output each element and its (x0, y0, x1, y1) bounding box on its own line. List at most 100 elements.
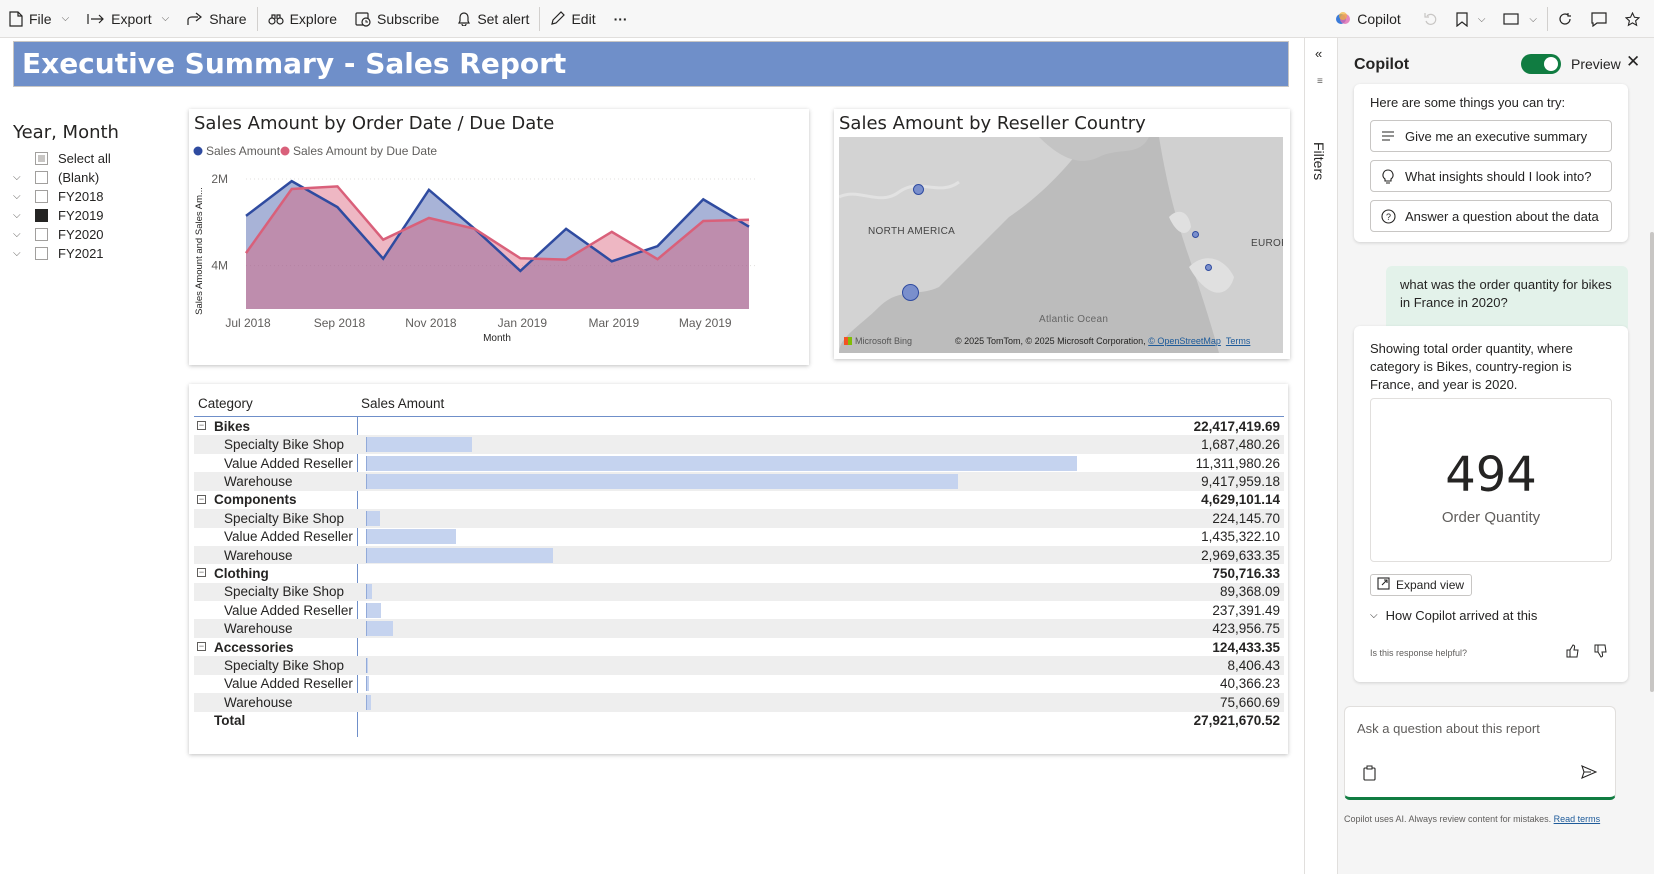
send-icon[interactable] (1581, 765, 1598, 784)
sales-matrix[interactable]: Category Sales Amount − Bikes 22,417,419.6… (189, 384, 1288, 754)
category-row[interactable]: − Clothing 750,716.33 (194, 564, 1284, 583)
slicer-item[interactable]: ⌵ (Blank) (13, 168, 183, 187)
table-row[interactable]: Warehouse 2,969,633.35 (194, 545, 1284, 565)
collapse-icon[interactable]: − (197, 493, 206, 504)
report-title: Executive Summary - Sales Report (22, 47, 567, 80)
view-menu[interactable]: ⌵ (1494, 0, 1546, 38)
table-row[interactable]: Warehouse 9,417,959.18 (194, 472, 1284, 491)
explore-button[interactable]: Explore (259, 0, 346, 38)
thumbs-up-icon[interactable] (1566, 644, 1580, 663)
table-row[interactable]: Value Added Reseller 11,311,980.26 (194, 454, 1284, 473)
slicer-item[interactable]: ⌵ FY2021 (13, 244, 183, 263)
share-button[interactable]: Share (178, 0, 255, 38)
file-menu[interactable]: File ⌵ (0, 0, 78, 38)
slicer-item-label: FY2020 (58, 227, 104, 242)
column-header-category[interactable]: Category (198, 396, 253, 411)
how-copilot-arrived-toggle[interactable]: ⌵ How Copilot arrived at this (1370, 608, 1538, 623)
favorite-button[interactable] (1616, 0, 1654, 38)
preview-toggle[interactable] (1521, 54, 1561, 74)
table-row[interactable]: Value Added Reseller 1,435,322.10 (194, 527, 1284, 546)
suggestion-insights[interactable]: What insights should I look into? (1370, 160, 1612, 192)
category-row[interactable]: − Accessories 124,433.35 (194, 638, 1284, 657)
table-row[interactable]: Value Added Reseller 237,391.49 (194, 601, 1284, 620)
area-chart-visual[interactable]: Sales Amount by Order Date / Due Date Sa… (189, 109, 809, 365)
legend-label: Sales Amount (206, 144, 281, 158)
toolbar-divider (539, 6, 541, 31)
subscribe-button[interactable]: Subscribe (346, 0, 448, 38)
data-bar (366, 602, 381, 618)
row-label: Specialty Bike Shop (224, 657, 345, 673)
comment-button[interactable] (1582, 0, 1616, 38)
set-alert-button[interactable]: Set alert (448, 0, 538, 38)
export-menu[interactable]: Export ⌵ (78, 0, 178, 38)
table-row[interactable]: Specialty Bike Shop 1,687,480.26 (194, 435, 1284, 454)
chevron-down-icon[interactable]: ⌵ (13, 229, 21, 240)
map-bubble-france[interactable] (1205, 264, 1212, 271)
column-header-sales-amount[interactable]: Sales Amount (361, 396, 445, 411)
map-visual[interactable]: Sales Amount by Reseller Country NORTH A… (834, 109, 1290, 359)
table-row[interactable]: Specialty Bike Shop 89,368.09 (194, 582, 1284, 602)
slicer-checkbox[interactable] (35, 152, 48, 165)
legend-label: Sales Amount by Due Date (293, 144, 437, 158)
row-label: Bikes (214, 418, 251, 434)
area-chart: Sales Amount Sales Amount by Due Date 4M 2M… (193, 144, 755, 344)
comment-icon (1591, 11, 1607, 27)
slicer-checkbox[interactable] (35, 171, 48, 184)
expand-view-button[interactable]: Expand view (1370, 574, 1472, 596)
category-row[interactable]: − Components 4,629,101.14 (194, 491, 1284, 510)
chevron-down-icon[interactable]: ⌵ (13, 248, 21, 259)
user-message: what was the order quantity for bikes in… (1386, 266, 1628, 332)
table-row[interactable]: Warehouse 75,660.69 (194, 693, 1284, 712)
filters-pane[interactable]: « ≡ Filters (1304, 38, 1338, 874)
slicer-checkbox[interactable] (35, 228, 48, 241)
export-icon (87, 13, 105, 25)
osm-link[interactable]: © OpenStreetMap (1148, 336, 1221, 346)
undo-button[interactable] (1415, 0, 1447, 38)
ask-question-input[interactable] (1357, 721, 1597, 736)
slicer-item[interactable]: ⌵ FY2019 (13, 206, 183, 225)
slicer-checkbox[interactable] (35, 190, 48, 203)
table-row[interactable]: Value Added Reseller 40,366.23 (194, 675, 1284, 694)
filter-icon: ≡ (1317, 76, 1323, 87)
slicer-item[interactable]: ⌵ FY2020 (13, 225, 183, 244)
row-label: Value Added Reseller (224, 602, 353, 618)
close-icon[interactable]: ✕ (1626, 52, 1641, 71)
view-icon (1503, 13, 1520, 25)
thumbs-down-icon[interactable] (1594, 644, 1608, 663)
bookmark-menu[interactable]: ⌵ (1447, 0, 1495, 38)
chevron-down-icon[interactable]: ⌵ (13, 210, 21, 221)
clipboard-icon[interactable] (1363, 765, 1376, 786)
collapse-icon[interactable]: « (1315, 46, 1323, 61)
table-row[interactable]: Specialty Bike Shop 224,145.70 (194, 509, 1284, 528)
slicer-checkbox[interactable] (35, 209, 48, 222)
category-row[interactable]: − Bikes 22,417,419.69 (194, 417, 1284, 436)
collapse-icon[interactable]: − (197, 640, 206, 651)
edit-button[interactable]: Edit (541, 0, 604, 38)
chevron-down-icon[interactable]: ⌵ (13, 191, 21, 202)
table-row[interactable]: Warehouse 423,956.75 (194, 619, 1284, 638)
slicer-item[interactable]: ⌵ FY2018 (13, 187, 183, 206)
suggestion-executive-summary[interactable]: Give me an executive summary (1370, 120, 1612, 152)
refresh-button[interactable] (1549, 0, 1582, 38)
slicer-checkbox[interactable] (35, 247, 48, 260)
read-terms-link[interactable]: Read terms (1553, 814, 1601, 824)
slicer-item[interactable]: Select all (13, 149, 183, 168)
map-bubble-usa[interactable] (902, 284, 919, 301)
collapse-icon[interactable]: − (197, 420, 206, 430)
kpi-label: Order Quantity (1441, 509, 1541, 526)
table-row[interactable]: Specialty Bike Shop 8,406.43 (194, 656, 1284, 675)
collapse-icon[interactable]: − (197, 567, 206, 578)
map-area[interactable]: NORTH AMERICA EUROF Atlantic Ocean Micro… (839, 137, 1283, 353)
copilot-scrollbar[interactable] (1650, 232, 1654, 692)
more-options-button[interactable]: ··· (605, 0, 637, 38)
kpi-card[interactable]: 494 Order Quantity (1370, 398, 1612, 562)
total-row[interactable]: Total 27,921,670.52 (194, 711, 1284, 730)
map-bubble-canada[interactable] (913, 184, 924, 195)
filters-label[interactable]: Filters (1311, 142, 1327, 181)
suggestion-answer-question[interactable]: ? Answer a question about the data (1370, 200, 1612, 232)
map-copyright: © 2025 TomTom, © 2025 Microsoft Corporat… (955, 336, 1251, 346)
chevron-down-icon[interactable]: ⌵ (13, 172, 21, 183)
copilot-button[interactable]: Copilot (1326, 0, 1415, 38)
map-terms-link[interactable]: Terms (1225, 336, 1251, 346)
map-bubble-uk[interactable] (1192, 231, 1199, 238)
